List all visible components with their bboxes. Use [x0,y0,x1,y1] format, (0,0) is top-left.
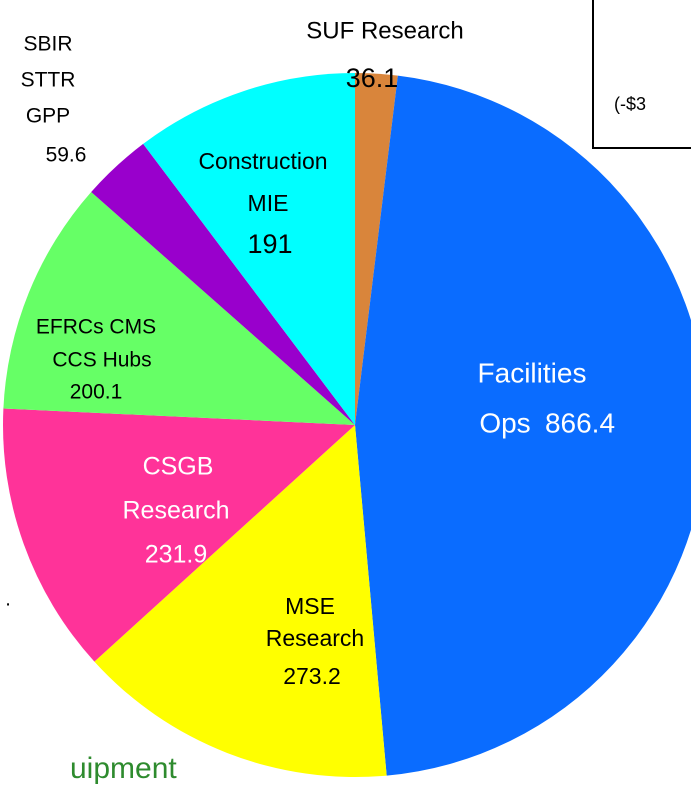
slice-label: MSE [285,593,335,619]
slice-label: CCS Hubs [52,349,151,372]
slice-label: Research [123,497,230,525]
pie-slice [91,143,355,425]
slice-label: Ops [479,407,530,438]
slice-label: Facilities [478,357,587,388]
slice-label: MIE [248,190,289,216]
footer-text: uipment [70,752,177,785]
value-label: 866.4 [545,407,615,438]
slice-label: Research [266,625,364,651]
pie-slice [2,408,355,662]
value-label: 191 [247,229,292,259]
pie-slice [355,73,398,425]
pie-slice [3,191,356,425]
slice-label: SBIR [23,33,72,56]
pie-slice [94,425,387,778]
dot: . [5,588,11,610]
slice-label: STTR [21,69,76,92]
slice-label: EFRCs CMS [36,316,156,339]
slice-label: SUF Research [306,17,463,44]
slice-label: CSGB [143,453,214,481]
value-label: 36.1 [346,63,399,93]
pie-slice [355,75,691,776]
value-label: 273.2 [283,663,341,689]
note-box [592,0,691,149]
slice-label: Construction [198,148,327,174]
value-label: 200.1 [70,381,123,404]
note-text: (-$3 [614,94,646,114]
pie-slice [143,73,355,425]
value-label: 231.9 [145,541,208,569]
value-label: 59.6 [46,144,87,167]
slice-label: GPP [26,105,70,128]
